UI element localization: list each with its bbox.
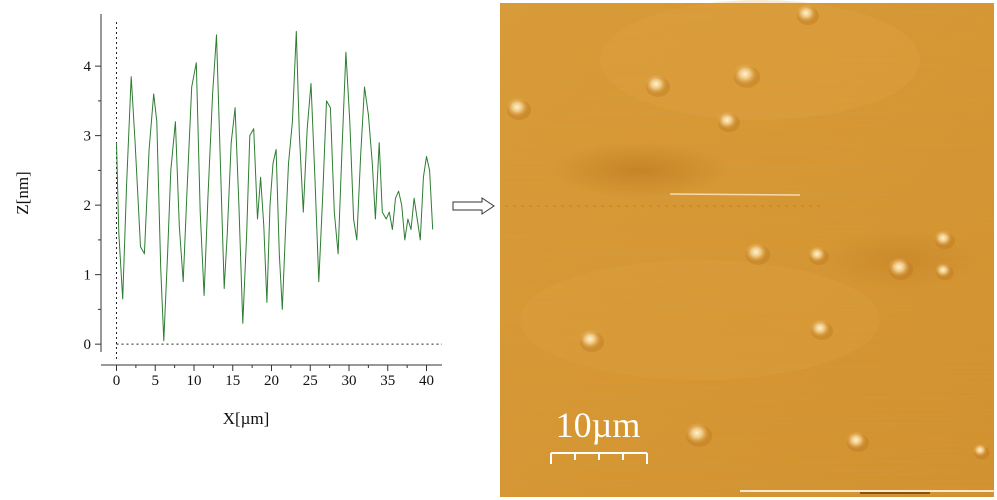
surface-feature bbox=[796, 4, 816, 22]
surface-feature bbox=[973, 443, 987, 457]
surface-feature bbox=[717, 111, 737, 129]
surface-feature bbox=[506, 97, 528, 117]
surface-feature bbox=[810, 319, 830, 337]
y-tick-label: 4 bbox=[84, 59, 92, 75]
x-tick-label: 35 bbox=[380, 373, 395, 389]
arrow-right-icon bbox=[452, 197, 495, 215]
x-tick-label: 10 bbox=[187, 373, 202, 389]
surface-feature bbox=[745, 242, 767, 262]
x-tick-label: 25 bbox=[303, 373, 318, 389]
surface-feature bbox=[685, 422, 709, 444]
x-tick-label: 5 bbox=[152, 373, 160, 389]
y-axis: 0 1 2 3 4 bbox=[84, 14, 102, 353]
surface-feature bbox=[645, 74, 667, 94]
x-axis-label: X[µm] bbox=[223, 409, 270, 428]
surface-feature bbox=[934, 229, 952, 247]
y-axis-label: Z[nm] bbox=[13, 171, 32, 214]
profile-series-line bbox=[116, 30, 434, 342]
afm-image: 10µm bbox=[500, 0, 994, 497]
surface-feature bbox=[733, 63, 757, 85]
x-tick-label: 20 bbox=[264, 373, 279, 389]
x-tick-label: 15 bbox=[225, 373, 240, 389]
y-tick-label: 0 bbox=[84, 337, 92, 353]
x-tick-label: 40 bbox=[419, 373, 434, 389]
x-tick-label: 30 bbox=[342, 373, 357, 389]
y-tick-label: 2 bbox=[84, 198, 92, 214]
surface-feature bbox=[888, 257, 910, 277]
scale-bar: 10µm bbox=[550, 405, 648, 464]
y-tick-label: 3 bbox=[84, 129, 92, 145]
surface-feature bbox=[846, 431, 866, 449]
surface-feature bbox=[579, 329, 601, 349]
surface-feature bbox=[935, 262, 951, 278]
x-axis: 0 5 10 15 20 25 30 35 40 bbox=[101, 364, 442, 389]
x-tick-label: 0 bbox=[113, 373, 121, 389]
scale-bar-label: 10µm bbox=[556, 405, 641, 445]
profile-chart: 0 1 2 3 4 0 5 10 15 20 25 30 35 40 X[µm] Z[nm] bbox=[13, 14, 442, 428]
surface-feature bbox=[808, 245, 826, 263]
y-tick-label: 1 bbox=[84, 268, 92, 284]
